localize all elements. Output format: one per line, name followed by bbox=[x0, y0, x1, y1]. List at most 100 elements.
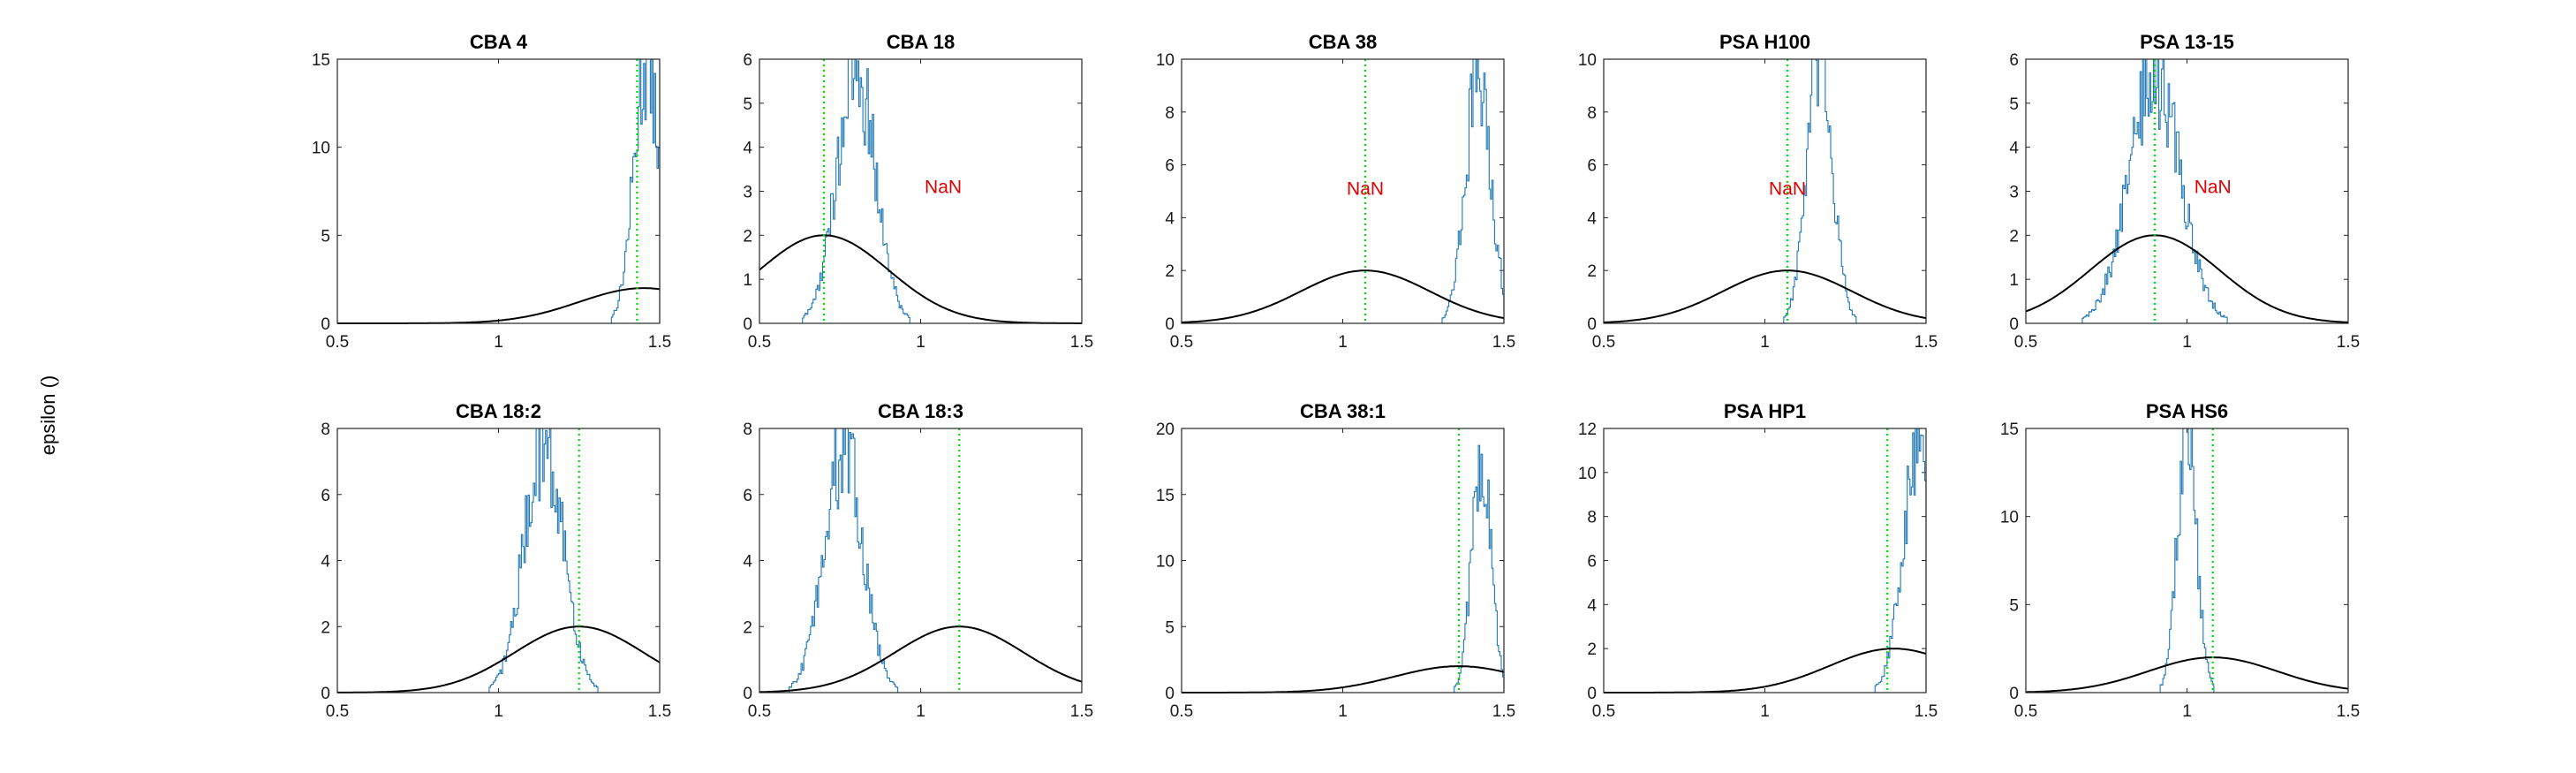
chart-panel: CBA 18:3 0.5 1 1.5 0 2 4 6 8 bbox=[743, 400, 1093, 721]
x-tick-label: 1.5 bbox=[1915, 333, 1938, 352]
axes-box bbox=[1603, 428, 1927, 693]
plot-area bbox=[759, 428, 1082, 693]
chart-panel: CBA 18 0.5 1 1.5 0 1 2 3 4 5 6 NaN bbox=[743, 31, 1093, 352]
plot-area bbox=[337, 428, 660, 693]
x-tick-label: 0.5 bbox=[748, 702, 771, 721]
nan-annotation: NaN bbox=[1347, 179, 1384, 200]
y-tick-label: 2 bbox=[2009, 227, 2019, 246]
y-tick-label: 6 bbox=[2009, 51, 2019, 70]
y-tick-label: 15 bbox=[2000, 421, 2019, 439]
panel-title: CBA 18 bbox=[887, 31, 955, 53]
panel-title: CBA 38:1 bbox=[1300, 400, 1386, 422]
y-tick-label: 4 bbox=[1587, 209, 1597, 228]
histogram-series bbox=[802, 58, 910, 323]
x-tick-label: 1.5 bbox=[1492, 333, 1515, 352]
plot-area bbox=[1604, 59, 1926, 323]
x-tick-label: 0.5 bbox=[2014, 333, 2037, 352]
y-tick-label: 0 bbox=[1165, 685, 1175, 703]
prior-curve bbox=[2025, 234, 2349, 323]
x-tick-label: 1.5 bbox=[1915, 702, 1938, 721]
x-tick-label: 1.5 bbox=[2337, 702, 2360, 721]
chart-panel: CBA 38 0.5 1 1.5 0 2 4 6 8 10 NaN bbox=[1156, 31, 1515, 352]
y-tick-label: 8 bbox=[1587, 104, 1597, 123]
y-tick-label: 0 bbox=[1165, 315, 1175, 334]
x-tick-label: 0.5 bbox=[326, 702, 349, 721]
x-tick-label: 1 bbox=[494, 333, 503, 352]
y-tick-label: 2 bbox=[1165, 262, 1175, 281]
y-tick-label: 0 bbox=[321, 315, 330, 334]
y-tick-label: 15 bbox=[1156, 487, 1175, 505]
x-tick-label: 1 bbox=[2182, 702, 2192, 721]
y-tick-label: 0 bbox=[1587, 685, 1597, 703]
y-tick-label: 6 bbox=[743, 487, 752, 505]
y-tick-label: 8 bbox=[1165, 104, 1175, 123]
x-tick-label: 1.5 bbox=[648, 702, 671, 721]
panel-title: CBA 38 bbox=[1309, 31, 1377, 53]
y-tick-label: 6 bbox=[1587, 553, 1597, 572]
y-tick-label: 3 bbox=[2009, 184, 2019, 202]
y-tick-label: 10 bbox=[1578, 465, 1597, 483]
panel-title: CBA 4 bbox=[470, 31, 528, 53]
chart-panel: PSA 13-15 0.5 1 1.5 0 1 2 3 4 5 6 NaN bbox=[2009, 31, 2360, 352]
y-tick-label: 10 bbox=[1156, 51, 1175, 70]
y-tick-label: 4 bbox=[321, 553, 330, 572]
chart-panel: PSA H100 0.5 1 1.5 0 2 4 6 8 10 NaN bbox=[1578, 31, 1938, 352]
y-tick-label: 5 bbox=[321, 227, 330, 246]
prior-curve bbox=[759, 625, 1083, 693]
y-tick-label: 5 bbox=[1165, 618, 1175, 637]
y-tick-label: 10 bbox=[312, 140, 330, 158]
x-tick-label: 1.5 bbox=[648, 333, 671, 352]
y-tick-label: 6 bbox=[321, 487, 330, 505]
y-tick-label: 4 bbox=[1165, 209, 1175, 228]
nan-annotation: NaN bbox=[1769, 179, 1806, 200]
axes-box bbox=[1181, 428, 1505, 693]
prior-curve bbox=[1181, 269, 1505, 323]
y-tick-label: 2 bbox=[743, 227, 752, 246]
chart-panel: CBA 38:1 0.5 1 1.5 0 5 10 15 20 bbox=[1156, 400, 1515, 721]
y-tick-label: 4 bbox=[743, 140, 752, 158]
axes-box bbox=[759, 428, 1083, 693]
y-tick-label: 1 bbox=[2009, 271, 2019, 290]
histogram-series bbox=[1874, 428, 1927, 693]
x-tick-label: 0.5 bbox=[748, 333, 771, 352]
x-tick-label: 1.5 bbox=[1070, 333, 1093, 352]
plot-area bbox=[2026, 428, 2348, 693]
x-tick-label: 1.5 bbox=[2337, 333, 2360, 352]
y-tick-label: 5 bbox=[2009, 95, 2019, 114]
y-tick-label: 10 bbox=[2000, 509, 2019, 527]
y-tick-label: 4 bbox=[1587, 596, 1597, 615]
axes-box bbox=[336, 428, 661, 693]
y-tick-label: 2 bbox=[1587, 262, 1597, 281]
axes-box bbox=[759, 58, 1083, 324]
x-tick-label: 1 bbox=[1760, 333, 1770, 352]
y-tick-label: 5 bbox=[2009, 596, 2019, 615]
x-tick-label: 1 bbox=[1760, 702, 1770, 721]
y-tick-label: 0 bbox=[321, 685, 330, 703]
y-tick-label: 4 bbox=[2009, 140, 2019, 158]
plot-area bbox=[1182, 59, 1504, 323]
y-tick-label: 8 bbox=[321, 421, 330, 439]
x-tick-label: 1 bbox=[494, 702, 503, 721]
x-tick-label: 1.5 bbox=[1492, 702, 1515, 721]
prior-curve bbox=[1603, 269, 1927, 323]
x-tick-label: 0.5 bbox=[1592, 702, 1615, 721]
axes-box bbox=[2025, 428, 2349, 693]
x-tick-label: 1 bbox=[2182, 333, 2192, 352]
x-tick-label: 1 bbox=[1338, 702, 1348, 721]
x-tick-label: 0.5 bbox=[2014, 702, 2037, 721]
x-tick-label: 1 bbox=[916, 333, 925, 352]
x-tick-label: 0.5 bbox=[1592, 333, 1615, 352]
y-tick-label: 10 bbox=[1156, 553, 1175, 572]
axes-box bbox=[1181, 58, 1505, 324]
chart-panel: PSA HP1 0.5 1 1.5 0 2 4 6 8 10 12 bbox=[1578, 400, 1938, 721]
x-tick-label: 0.5 bbox=[1170, 333, 1193, 352]
panel-title: PSA HP1 bbox=[1724, 400, 1806, 422]
nan-annotation: NaN bbox=[925, 178, 962, 198]
y-tick-label: 6 bbox=[1587, 157, 1597, 176]
histogram-series bbox=[488, 428, 599, 693]
y-tick-label: 4 bbox=[743, 553, 752, 572]
y-axis-label: epsilon () bbox=[37, 375, 59, 455]
plot-area bbox=[759, 59, 1082, 323]
histogram-series bbox=[1441, 58, 1505, 323]
